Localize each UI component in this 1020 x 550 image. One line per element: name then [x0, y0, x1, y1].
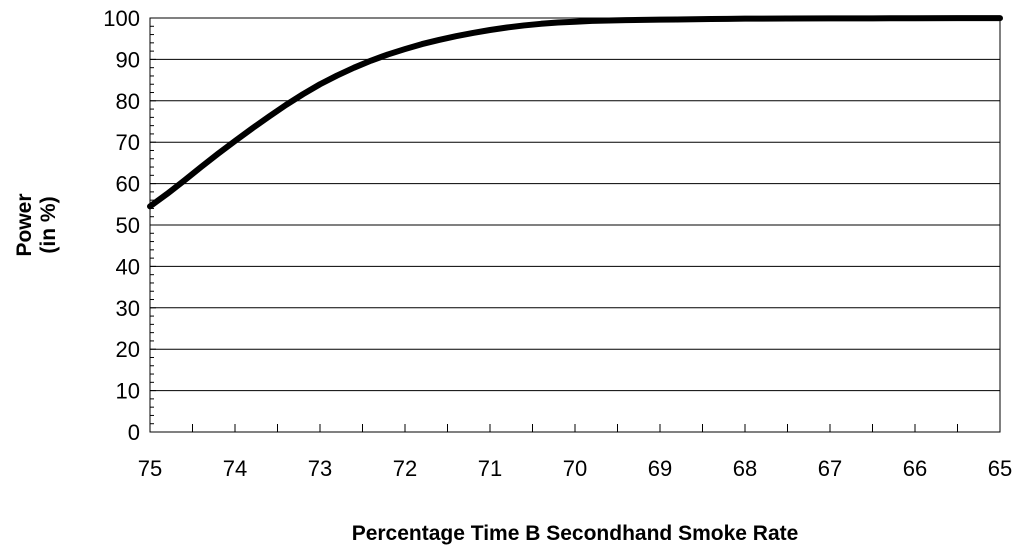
y-tick-label: 50	[116, 213, 140, 238]
y-axis-title-line-1: Power	[13, 193, 36, 256]
y-tick-label: 60	[116, 172, 140, 197]
x-tick-label: 70	[563, 456, 587, 481]
x-axis-title: Percentage Time B Secondhand Smoke Rate	[352, 522, 799, 545]
gridlines	[150, 17, 1000, 392]
x-tick-label: 68	[733, 456, 757, 481]
y-tick-label: 40	[116, 254, 140, 279]
x-tick-label: 74	[223, 456, 247, 481]
x-axis-ticks	[149, 424, 1001, 432]
y-axis-tick-labels: 0 10 20 30 40 50 60 70 80 90 100	[103, 6, 140, 445]
y-axis-minor-ticks	[150, 17, 156, 433]
y-tick-label: 30	[116, 296, 140, 321]
x-tick-label: 69	[648, 456, 672, 481]
plot-area	[149, 17, 1001, 433]
y-tick-label: 80	[116, 89, 140, 114]
y-tick-label: 0	[128, 420, 140, 445]
series-group	[147, 15, 1003, 210]
y-tick-label: 70	[116, 130, 140, 155]
x-tick-label: 73	[308, 456, 332, 481]
x-tick-label: 71	[478, 456, 502, 481]
y-tick-label: 100	[103, 6, 140, 31]
x-tick-label: 65	[988, 456, 1012, 481]
y-tick-label: 10	[116, 379, 140, 404]
x-tick-label: 67	[818, 456, 842, 481]
x-tick-label: 72	[393, 456, 417, 481]
x-tick-label: 66	[903, 456, 927, 481]
x-tick-label: 75	[138, 456, 162, 481]
y-tick-label: 90	[116, 47, 140, 72]
x-axis-tick-labels: 75 74 73 72 71 70 69 68 67 66 65	[138, 456, 1012, 481]
y-tick-label: 20	[116, 337, 140, 362]
y-axis-title-line-2: (in %)	[37, 196, 60, 253]
series-line-0	[147, 15, 1003, 210]
